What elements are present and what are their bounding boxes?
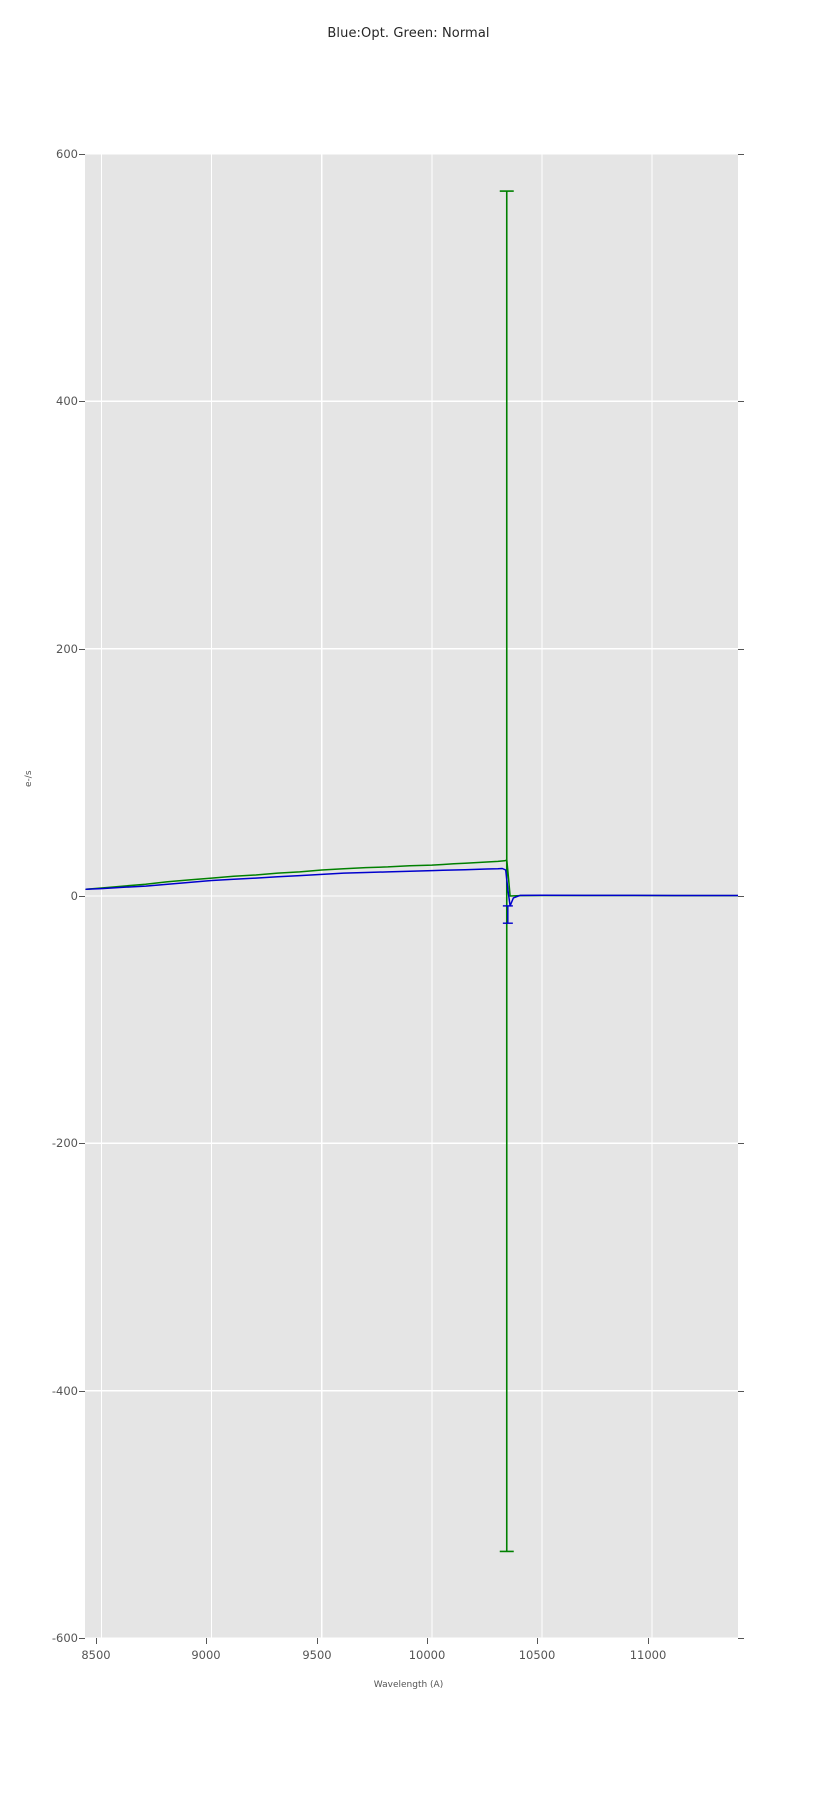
y-tickmark (79, 1391, 85, 1392)
blue-error-bar-spike (502, 905, 513, 924)
x-tickmark (537, 1638, 538, 1644)
x-tick-label: 9500 (302, 1648, 332, 1662)
series-opt-line (85, 867, 738, 907)
y-tick-label: 600 (56, 147, 78, 161)
y-tickmark-right (738, 1143, 744, 1144)
y-tickmark-right (738, 1638, 744, 1639)
gridlines-vertical (100, 154, 653, 1638)
y-tickmark-right (738, 401, 744, 402)
y-tick-label: 0 (70, 889, 78, 903)
x-tick-label: 8500 (81, 1648, 111, 1662)
x-tick-label: 11000 (629, 1648, 667, 1662)
y-tick-label: -400 (51, 1384, 78, 1398)
x-tickmark (648, 1638, 649, 1644)
y-tickmark (79, 401, 85, 402)
y-axis-label: e-/s (24, 756, 34, 787)
x-tickmark (427, 1638, 428, 1644)
y-tick-label-group: 600 400 200 0 -200 -400 -600 (16, 0, 78, 1817)
y-tickmark (79, 154, 85, 155)
y-tickmark (79, 1638, 85, 1639)
y-tickmark-right (738, 896, 744, 897)
y-axis-label-text: e-/s (24, 770, 34, 787)
plot-area (85, 154, 738, 1638)
y-tickmark (79, 1143, 85, 1144)
y-tickmark (79, 649, 85, 650)
x-tickmark (96, 1638, 97, 1644)
chart-title: Blue:Opt. Green: Normal (327, 26, 490, 41)
x-axis-label: Wavelength (A) (373, 1680, 444, 1690)
y-tick-label: 200 (56, 642, 78, 656)
y-tick-label: 400 (56, 394, 78, 408)
y-tickmark-right (738, 1391, 744, 1392)
x-tick-label: 10000 (408, 1648, 446, 1662)
x-tickmark (317, 1638, 318, 1644)
x-tick-label: 9000 (191, 1648, 221, 1662)
plot-svg (85, 154, 738, 1638)
gridlines-horizontal (85, 154, 738, 1638)
y-tick-label: -200 (51, 1136, 78, 1150)
y-tick-label: -600 (51, 1631, 78, 1645)
green-error-bar-spike (499, 190, 514, 1553)
x-tickmark (206, 1638, 207, 1644)
y-tickmark (79, 896, 85, 897)
y-tickmark-right (738, 154, 744, 155)
y-tickmark-right (738, 649, 744, 650)
x-tick-label: 10500 (518, 1648, 556, 1662)
